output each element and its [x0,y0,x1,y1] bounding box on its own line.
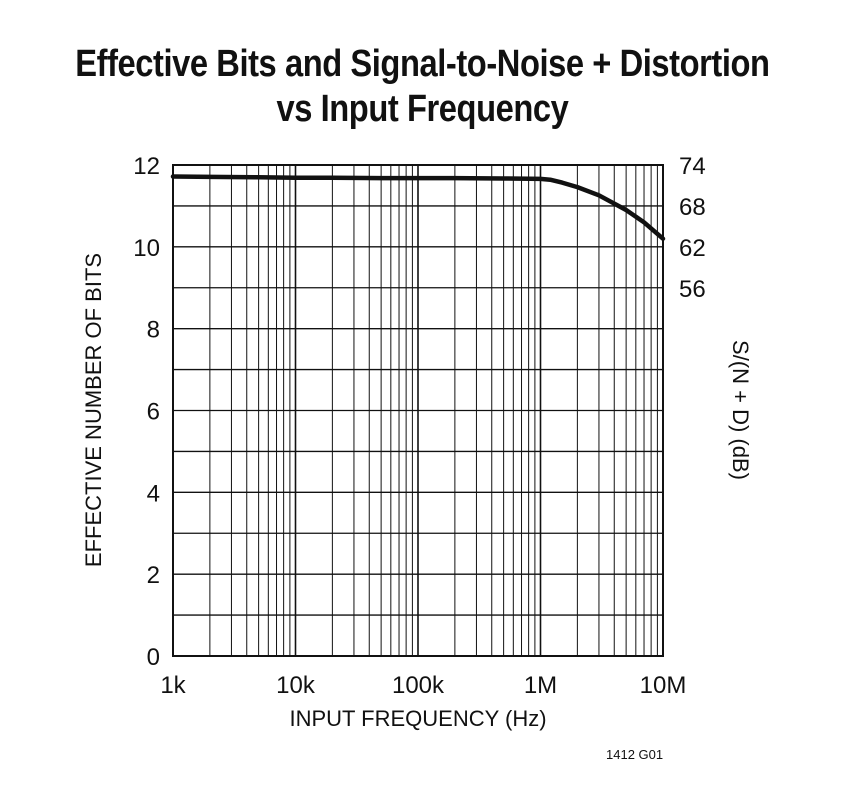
y-tick-label: 6 [147,399,160,426]
y-tick-label: 12 [133,153,160,180]
y-tick-label: 10 [133,235,160,262]
y-tick-label: 8 [147,317,160,344]
y-tick-labels: 0 2 4 6 8 10 12 [133,153,160,671]
series-line-1 [170,174,666,241]
x-tick-label: 1M [524,672,557,699]
series-layer [170,174,666,241]
y2-tick-label: 74 [679,153,706,180]
figure-id: 1412 G01 [606,747,664,762]
major-grid [173,165,663,656]
y-axis-label: EFFECTIVE NUMBER OF BITS [81,253,106,567]
chart-title-line-1: Effective Bits and Signal-to-Noise + Dis… [75,43,770,85]
y2-tick-labels: 74 68 62 56 [679,153,706,303]
x-tick-label: 10k [276,672,316,699]
y2-tick-label: 56 [679,276,706,303]
x-tick-label: 10M [640,672,687,699]
plot-frame [172,164,664,657]
x-tick-labels: 1k 10k 100k 1M 10M [160,672,686,699]
y2-axis-label: S/(N + D) (dB) [728,340,753,480]
y2-tick-label: 62 [679,235,706,262]
y2-tick-label: 68 [679,194,706,221]
y-tick-label: 4 [147,480,160,507]
chart-title-line-2: vs Input Frequency [276,88,569,130]
x-tick-label: 100k [392,672,445,699]
y-tick-label: 0 [147,644,160,671]
y-tick-label: 2 [147,562,160,589]
x-axis-label: INPUT FREQUENCY (Hz) [289,706,546,731]
x-tick-label: 1k [160,672,186,699]
chart-title: Effective Bits and Signal-to-Noise + Dis… [59,42,786,132]
